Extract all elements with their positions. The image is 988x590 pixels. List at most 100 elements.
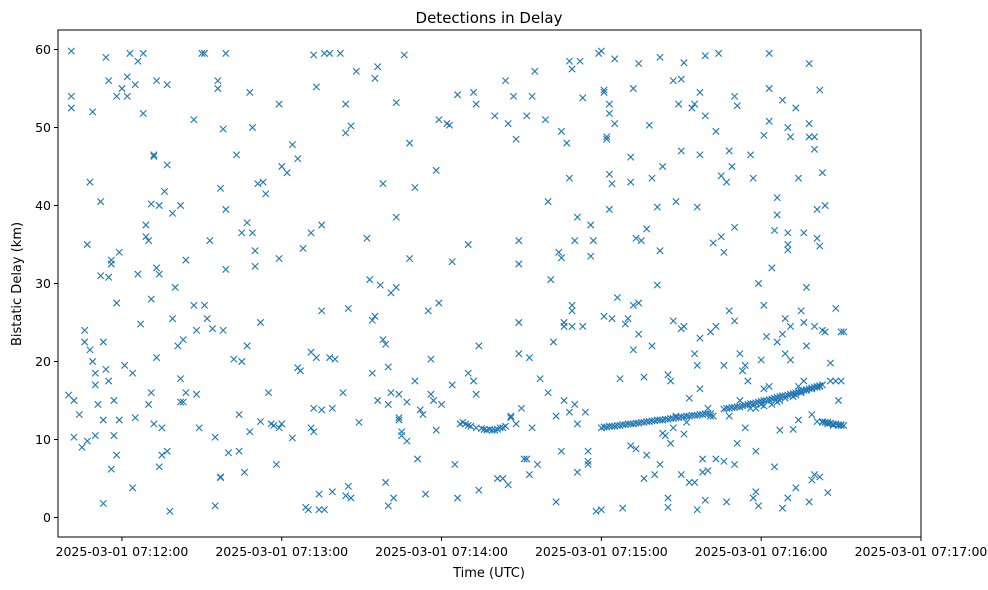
data-point: [315, 490, 323, 498]
data-point: [773, 194, 781, 202]
y-tick-label: 20: [35, 354, 51, 369]
data-point: [97, 272, 105, 280]
data-point: [211, 502, 219, 510]
data-point: [808, 384, 816, 392]
data-point: [730, 223, 739, 231]
data-point: [121, 361, 129, 369]
data-point: [81, 338, 89, 346]
data-point: [746, 151, 755, 159]
data-point: [664, 503, 672, 511]
data-point: [158, 451, 166, 459]
x-tick-label: 2025-03-01 07:13:00: [215, 544, 348, 559]
data-point: [784, 494, 792, 502]
data-point: [142, 233, 150, 241]
data-point: [627, 178, 635, 186]
data-point: [661, 432, 669, 440]
data-point: [810, 145, 819, 153]
data-point: [696, 151, 704, 159]
data-point: [656, 460, 664, 469]
data-point: [685, 478, 693, 486]
data-point: [113, 451, 121, 459]
data-point: [826, 377, 835, 385]
data-point: [781, 315, 789, 323]
data-point: [701, 112, 709, 120]
data-point: [579, 94, 587, 102]
data-point: [722, 498, 731, 506]
data-point: [797, 307, 805, 315]
data-point: [192, 326, 201, 334]
data-point: [480, 425, 488, 433]
data-point: [635, 299, 643, 307]
data-point: [555, 248, 563, 256]
data-point: [800, 377, 808, 385]
data-point: [392, 283, 400, 291]
data-point: [560, 396, 568, 405]
data-point: [802, 385, 811, 394]
data-point: [627, 442, 635, 450]
data-point: [419, 410, 427, 419]
data-point: [214, 77, 222, 85]
data-point: [792, 104, 800, 112]
data-point: [818, 381, 827, 389]
data-point: [318, 406, 326, 414]
data-point: [102, 365, 110, 373]
data-point: [427, 390, 435, 398]
data-point: [568, 65, 576, 73]
data-point: [611, 55, 619, 63]
data-point: [704, 467, 712, 475]
data-point: [413, 455, 422, 463]
data-point: [366, 276, 374, 284]
data-point: [805, 133, 813, 141]
data-point: [395, 416, 403, 424]
data-point: [730, 317, 739, 325]
data-point: [451, 460, 459, 469]
data-point: [326, 354, 334, 362]
data-point: [813, 234, 821, 242]
data-point: [629, 84, 637, 93]
data-point: [131, 414, 139, 422]
data-point: [528, 424, 536, 432]
data-point: [680, 430, 688, 438]
data-point: [134, 270, 142, 278]
data-point: [802, 342, 811, 350]
data-point: [374, 396, 382, 405]
data-point: [515, 350, 523, 358]
data-point: [752, 447, 760, 455]
y-tick-label: 30: [35, 276, 51, 291]
data-point: [176, 201, 185, 210]
data-point: [738, 367, 747, 375]
data-point: [65, 391, 73, 399]
data-point: [421, 490, 430, 498]
data-point: [278, 162, 286, 171]
data-point: [123, 73, 131, 81]
data-point: [792, 484, 800, 492]
data-point: [491, 112, 499, 120]
data-point: [648, 174, 656, 182]
data-point: [669, 317, 677, 325]
data-point: [523, 112, 531, 120]
data-point: [632, 445, 640, 453]
data-point: [701, 410, 709, 418]
data-point: [728, 162, 736, 171]
data-point: [712, 127, 720, 135]
x-tick-label: 2025-03-01 07:14:00: [375, 544, 508, 559]
data-point: [834, 396, 843, 405]
data-point: [390, 494, 398, 502]
data-point: [597, 506, 605, 514]
data-point: [786, 322, 795, 330]
data-point: [395, 390, 403, 398]
data-point: [741, 361, 749, 369]
data-point: [222, 205, 230, 213]
data-point: [688, 411, 696, 419]
data-point: [789, 389, 797, 398]
data-point: [312, 354, 320, 362]
data-point: [752, 488, 760, 496]
data-point: [278, 420, 286, 428]
data-point: [475, 342, 483, 350]
data-point: [395, 414, 403, 422]
data-point: [379, 336, 387, 344]
data-point: [605, 100, 613, 108]
data-point: [83, 437, 91, 445]
data-point: [416, 406, 424, 414]
data-point: [107, 465, 115, 473]
